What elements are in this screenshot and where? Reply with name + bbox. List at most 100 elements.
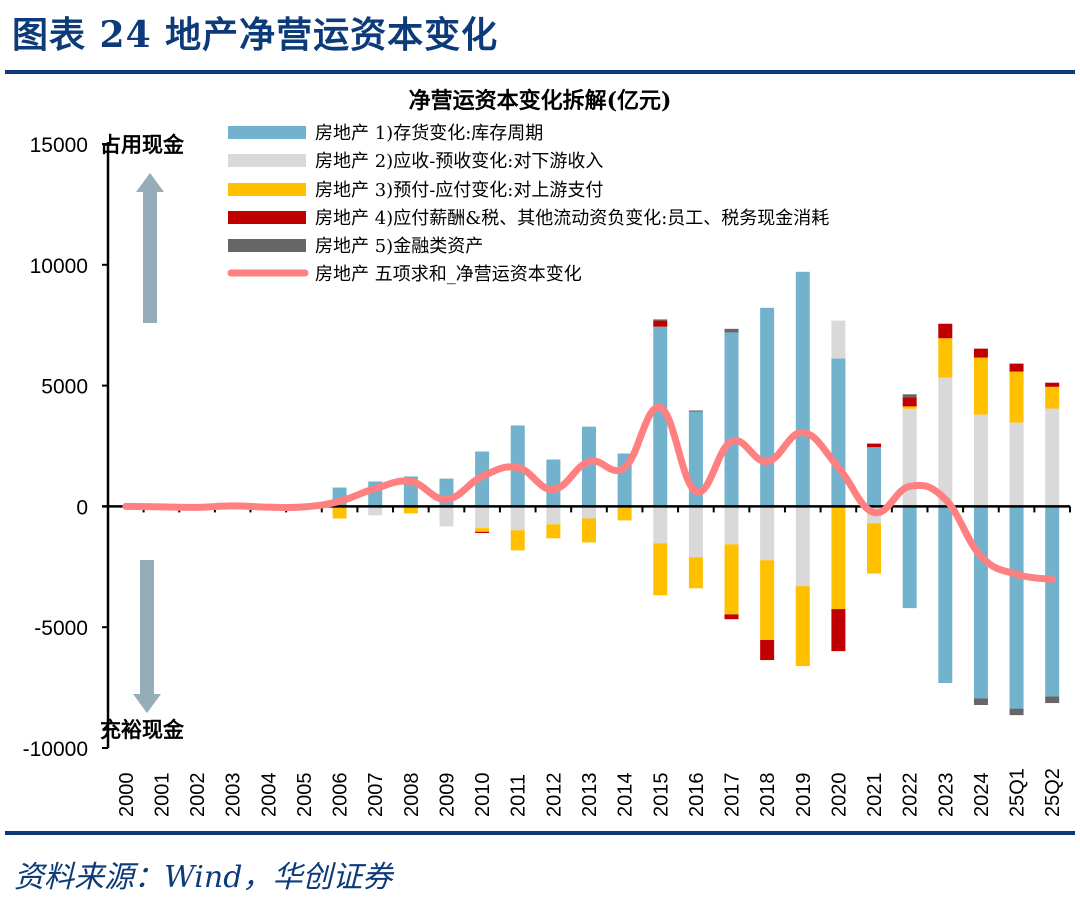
y-tick-label: -5000 <box>34 617 88 640</box>
bottom-divider <box>5 831 1075 835</box>
source-note: 资料来源：Wind，华创证券 <box>14 860 393 895</box>
arrow-down-icon <box>133 560 161 713</box>
bar-segment-2016-s3 <box>688 557 703 589</box>
x-tick-label: 2003 <box>223 773 245 818</box>
x-tick-label: 25Q2 <box>1042 768 1064 817</box>
bar-segment-2017-s1 <box>724 332 739 507</box>
x-tick-label: 2005 <box>294 773 316 818</box>
bar-segment-25Q2-s1 <box>1045 506 1060 697</box>
y-tick-label: 0 <box>76 496 88 519</box>
bar-segment-25Q2-s3 <box>1045 386 1060 409</box>
x-tick-label: 2017 <box>722 773 744 818</box>
bar-segment-2010-s4 <box>475 531 490 533</box>
x-tick-label: 2013 <box>579 773 601 818</box>
y-tick-label: 5000 <box>41 376 88 399</box>
bar-segment-25Q1-s5 <box>1009 708 1024 716</box>
top-divider <box>5 70 1075 74</box>
bar-segment-2018-s2 <box>760 506 775 561</box>
bar-segment-2019-s1 <box>795 271 810 507</box>
sum-line <box>122 404 1056 583</box>
bar-segment-2023-s4 <box>938 323 953 339</box>
bar-segment-2021-s4 <box>867 443 882 448</box>
bar-segment-2021-s3 <box>867 523 882 574</box>
bar-segment-2021-s1 <box>867 447 882 507</box>
x-tick-label: 2007 <box>365 773 387 818</box>
bar-segment-2018-s1 <box>760 307 775 507</box>
bar-segment-2020-s4 <box>831 609 846 652</box>
bar-segment-2020-s2 <box>831 320 846 359</box>
bar-segment-2015-s5 <box>653 319 668 321</box>
bar-segment-25Q2-s4 <box>1045 382 1060 387</box>
bar-segment-25Q2-s2 <box>1045 408 1060 507</box>
bar-segment-2019-s2 <box>795 506 810 587</box>
bar-segment-2016-s5 <box>688 410 703 412</box>
bar-segment-25Q2-s5 <box>1045 696 1060 704</box>
bar-segment-2012-s2 <box>546 506 561 525</box>
bars <box>332 271 1060 716</box>
bar-segment-2014-s3 <box>617 506 632 521</box>
bar-segment-2023-s3 <box>938 338 953 378</box>
bar-segment-2023-s1 <box>938 506 953 684</box>
bar-segment-2017-s5 <box>724 328 739 333</box>
chart-title: 净营运资本变化拆解(亿元) <box>409 88 672 114</box>
bar-segment-2024-s3 <box>973 357 988 415</box>
bar-segment-2017-s3 <box>724 544 739 615</box>
legend-swatch-1 <box>228 126 306 139</box>
bar-segment-2011-s2 <box>510 506 525 531</box>
bar-segment-2020-s3 <box>831 506 846 610</box>
x-tick-label: 2020 <box>828 773 850 818</box>
bar-segment-2020-s1 <box>831 358 846 507</box>
bar-segment-2022-s1 <box>902 506 917 609</box>
x-tick-label: 2002 <box>187 773 209 818</box>
x-tick-label: 2001 <box>151 773 173 818</box>
bar-segment-2010-s3 <box>475 528 490 532</box>
bar-segment-2018-s3 <box>760 560 775 641</box>
bar-segment-2024-s2 <box>973 414 988 507</box>
bar-segment-25Q1-s1 <box>1009 506 1024 709</box>
x-tick-label: 2009 <box>436 773 458 818</box>
x-tick-label: 2016 <box>686 773 708 818</box>
x-tick-label: 2021 <box>864 773 886 818</box>
x-tick-label: 2024 <box>971 773 993 818</box>
x-tick-label: 2000 <box>116 773 138 818</box>
bar-segment-2024-s4 <box>973 348 988 358</box>
bar-segment-2012-s1 <box>546 459 561 507</box>
line-series-sum <box>122 404 1056 583</box>
bar-segment-2008-s3 <box>403 506 418 514</box>
bar-segment-2024-s5 <box>973 698 988 705</box>
legend-swatch-3 <box>228 183 306 196</box>
bar-segment-2015-s4 <box>653 320 668 327</box>
bar-segment-2006-s3 <box>332 506 347 519</box>
legend-label-2: 房地产 2)应收-预收变化:对下游收入 <box>315 151 603 172</box>
bar-segment-25Q1-s3 <box>1009 371 1024 423</box>
y-tick-label: -10000 <box>23 738 88 761</box>
legend-label-1: 房地产 1)存货变化:库存周期 <box>315 123 543 144</box>
bar-segment-2022-s3 <box>902 406 917 409</box>
y-tick-label: 10000 <box>30 255 88 278</box>
y-tick-label: 15000 <box>30 134 88 157</box>
legend-swatch-4 <box>228 211 306 224</box>
legend-label-5: 房地产 5)金融类资产 <box>315 236 483 257</box>
bar-segment-25Q1-s2 <box>1009 422 1024 507</box>
bar-segment-2007-s2 <box>368 506 383 516</box>
bar-segment-2024-s1 <box>973 506 988 699</box>
x-tick-label: 2018 <box>757 773 779 818</box>
x-axis: 2000 2001 2002 2003 2004 2005 2006 2007 2008 2009… <box>102 505 1071 818</box>
x-tick-label: 2011 <box>508 774 530 817</box>
arrow-up-icon <box>136 173 164 323</box>
bar-segment-2009-s2 <box>439 506 454 527</box>
legend-swatch-2 <box>228 154 306 167</box>
y-axis: 15000 10000 5000 0 -5000 -10000 <box>23 134 110 761</box>
legend-label-4: 房地产 4)应付薪酬&税、其他流动资负变化:员工、税务现金消耗 <box>315 208 829 229</box>
annotation-cash-surplus: 充裕现金 <box>100 717 185 742</box>
bar-segment-2017-s2 <box>724 506 739 545</box>
bar-segment-2017-s4 <box>724 614 739 620</box>
bar-segment-2016-s2 <box>688 506 703 558</box>
x-tick-label: 2022 <box>900 773 922 818</box>
bar-segment-2013-s2 <box>582 506 596 519</box>
x-tick-label: 2015 <box>650 773 672 818</box>
legend-label-6: 房地产 五项求和_净营运资本变化 <box>315 264 582 285</box>
annotation-cash-occupied: 占用现金 <box>100 132 185 157</box>
legend-label-3: 房地产 3)预付-应付变化:对上游支付 <box>315 180 603 201</box>
